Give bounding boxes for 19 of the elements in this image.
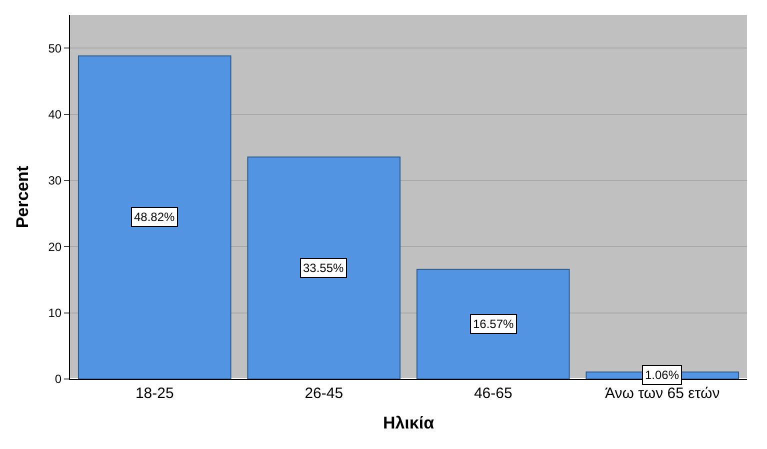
y-tick-label: 10: [48, 306, 62, 320]
data-label: 48.82%: [134, 210, 176, 224]
y-tick-label: 30: [48, 174, 62, 188]
bar: [247, 156, 401, 379]
y-tick-label: 50: [48, 41, 62, 56]
data-label: 16.57%: [473, 317, 514, 331]
x-tick-label: Άνω των 65 ετών: [605, 385, 720, 402]
x-axis-title: Ηλικία: [382, 413, 435, 432]
bar: [416, 268, 570, 379]
x-tick-label: 18-25: [135, 385, 174, 402]
data-label: 1.06%: [645, 368, 680, 382]
y-tick-label: 20: [48, 240, 62, 254]
data-label: 33.55%: [303, 261, 344, 275]
y-tick-label: 40: [48, 107, 62, 122]
y-axis-title: Percent: [12, 165, 32, 228]
x-tick-label: 46-65: [474, 385, 512, 402]
y-tick-label: 0: [54, 372, 62, 386]
x-tick-label: 26-45: [304, 385, 344, 402]
bar: [78, 55, 232, 379]
